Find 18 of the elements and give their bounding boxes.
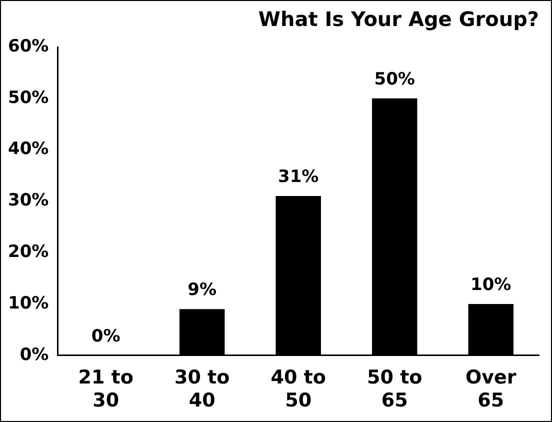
data-label: 9% [188, 280, 217, 300]
y-tick-label: 10% [8, 293, 49, 314]
x-tick-label: Over 65 [465, 366, 517, 412]
data-label: 31% [278, 166, 319, 187]
y-tick-label: 0% [20, 344, 49, 365]
y-tick-label: 60% [8, 36, 49, 56]
data-label: 50% [374, 69, 415, 90]
data-label: 10% [470, 274, 512, 295]
y-tick-label: 20% [8, 242, 49, 262]
chart-title: What Is Your Age Group? [258, 7, 539, 32]
x-tick-label: 21 to 30 [78, 366, 134, 412]
x-tick-label: 50 to 65 [367, 366, 422, 412]
y-tick-label: 40% [8, 139, 49, 160]
y-tick-label: 30% [8, 190, 49, 211]
x-tick-label: 40 to 50 [270, 366, 326, 412]
data-label: 0% [91, 326, 120, 346]
y-tick-label: 50% [8, 88, 49, 108]
x-tick-label: 30 to 40 [174, 366, 230, 412]
